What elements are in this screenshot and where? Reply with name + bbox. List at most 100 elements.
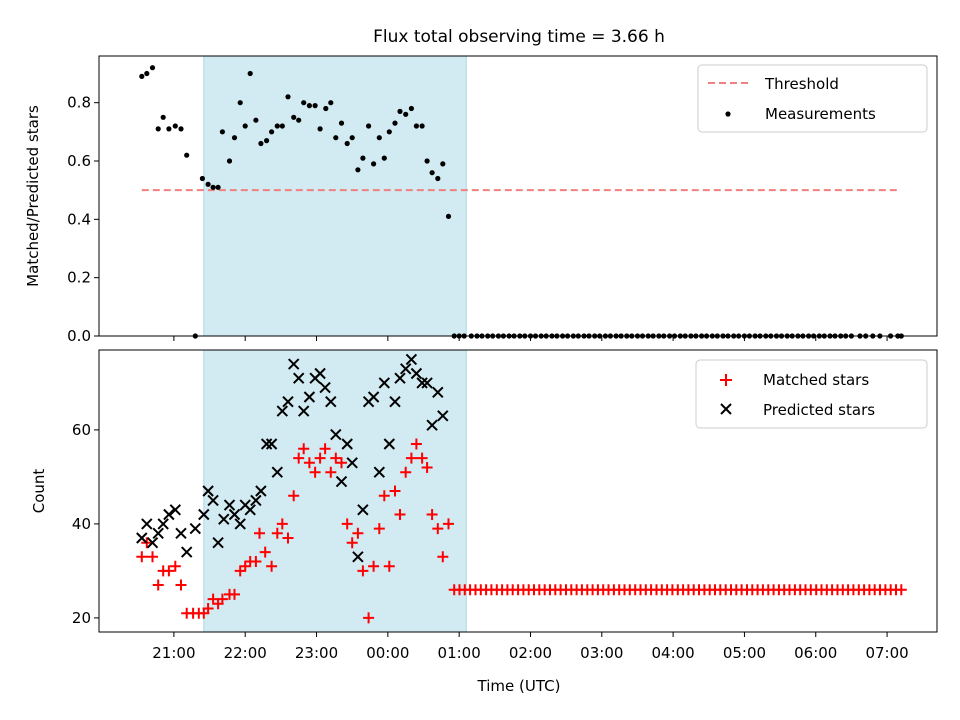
y-tick-label: 40 — [72, 515, 91, 533]
measurement-point — [242, 123, 248, 129]
predicted-star-point — [287, 358, 300, 370]
x-tick-label: 07:00 — [865, 644, 908, 662]
matched-star-point — [383, 560, 395, 572]
measurement-point — [371, 161, 377, 167]
predicted-star-point — [432, 386, 444, 399]
predicted-star-point — [405, 353, 418, 366]
matched-star-point — [282, 532, 294, 544]
observing-window-bottom — [203, 349, 467, 633]
predicted-star-point — [292, 372, 305, 384]
observing-window-top — [203, 55, 467, 337]
matched-star-point — [207, 593, 219, 605]
measurement-point — [435, 175, 441, 182]
matched-star-point — [389, 485, 401, 497]
measurement-point — [344, 140, 350, 147]
matched-star-point — [432, 523, 444, 535]
measurement-point — [376, 135, 382, 141]
bottom-axes-frame — [98, 349, 938, 633]
measurement-point — [306, 103, 312, 109]
matched-star-point — [437, 551, 449, 563]
legend-predicted-swatch — [720, 403, 732, 415]
predicted-star-point — [399, 363, 412, 375]
measurement-point — [166, 126, 172, 132]
matched-star-point — [368, 560, 380, 572]
measurement-point — [408, 105, 414, 112]
measurement-point — [199, 175, 205, 182]
predicted-star-point — [169, 504, 182, 516]
measurement-point — [323, 105, 329, 112]
measurement-point — [338, 120, 345, 126]
predicted-star-point — [303, 391, 316, 403]
bottom-legend: Matched stars Predicted stars — [695, 359, 928, 429]
measurement-point — [360, 155, 366, 161]
y-tick-label: 0.6 — [67, 152, 91, 170]
matched-star-point — [416, 452, 428, 464]
predicted-star-point — [373, 466, 386, 478]
top-y-axis-label: Matched/Predicted stars — [24, 105, 42, 287]
matched-star-point — [357, 565, 369, 577]
measurement-point — [429, 170, 435, 176]
measurement-point — [149, 65, 156, 71]
matched-star-point — [266, 560, 278, 572]
legend-matched-swatch — [720, 374, 732, 386]
matched-star-point — [346, 537, 358, 549]
x-tick-label: 23:00 — [295, 644, 338, 662]
top-legend-box — [697, 64, 928, 133]
predicted-star-point — [163, 508, 175, 521]
matched-star-point — [363, 612, 375, 624]
matched-star-point — [405, 452, 417, 464]
predicted-star-point — [330, 428, 342, 441]
predicted-star-point — [357, 504, 369, 516]
matched-star-point — [373, 523, 385, 535]
matched-star-point — [410, 438, 422, 450]
measurement-point — [269, 129, 275, 135]
matched-star-point — [293, 452, 305, 464]
matched-star-point — [378, 490, 390, 502]
matched-star-point — [163, 565, 175, 577]
x-tick-label: 22:00 — [224, 644, 267, 662]
x-tick-label: 21:00 — [152, 644, 195, 662]
measurement-point — [172, 123, 178, 129]
predicted-star-point — [223, 499, 236, 511]
predicted-star-point — [383, 438, 396, 450]
matched-star-point — [298, 443, 310, 455]
measurement-point — [279, 123, 285, 129]
predicted-star-point — [319, 381, 331, 394]
y-tick-label: 0.4 — [67, 210, 91, 228]
predicted-star-point — [234, 518, 246, 530]
y-tick-label: 0.8 — [67, 94, 91, 112]
matched-star-point — [319, 443, 331, 455]
measurement-point — [440, 161, 446, 167]
matched-star-point — [175, 579, 187, 591]
matched-star-point — [314, 452, 326, 464]
x-tick-label: 06:00 — [794, 644, 837, 662]
predicted-star-point — [175, 527, 187, 540]
measurement-point — [301, 100, 307, 106]
matched-star-point — [152, 579, 164, 591]
measurement-point — [237, 100, 243, 106]
measurement-point — [264, 138, 270, 144]
measurement-point — [403, 111, 409, 117]
matched-star-point — [325, 466, 337, 478]
matched-star-point — [394, 509, 406, 520]
measurement-point — [219, 129, 225, 135]
matched-star-point — [303, 457, 315, 469]
bottom-legend-box — [695, 359, 928, 429]
matched-star-point — [202, 603, 214, 614]
predicted-star-point — [260, 438, 273, 450]
matched-star-point — [169, 560, 181, 572]
predicted-stars-series — [136, 353, 449, 563]
measurement-point — [445, 213, 452, 219]
measurement-point — [184, 152, 190, 158]
legend-measurements-swatch — [725, 111, 731, 117]
matched-star-point — [259, 546, 271, 558]
measurement-point — [253, 117, 259, 123]
predicted-star-point — [335, 475, 348, 488]
matched-stars-series — [136, 438, 907, 624]
measurement-point — [226, 158, 233, 164]
predicted-star-point — [282, 395, 294, 408]
predicted-star-point — [157, 518, 169, 530]
y-tick-label: 60 — [72, 421, 91, 439]
measurement-point — [291, 114, 297, 120]
matched-star-point — [443, 518, 454, 530]
